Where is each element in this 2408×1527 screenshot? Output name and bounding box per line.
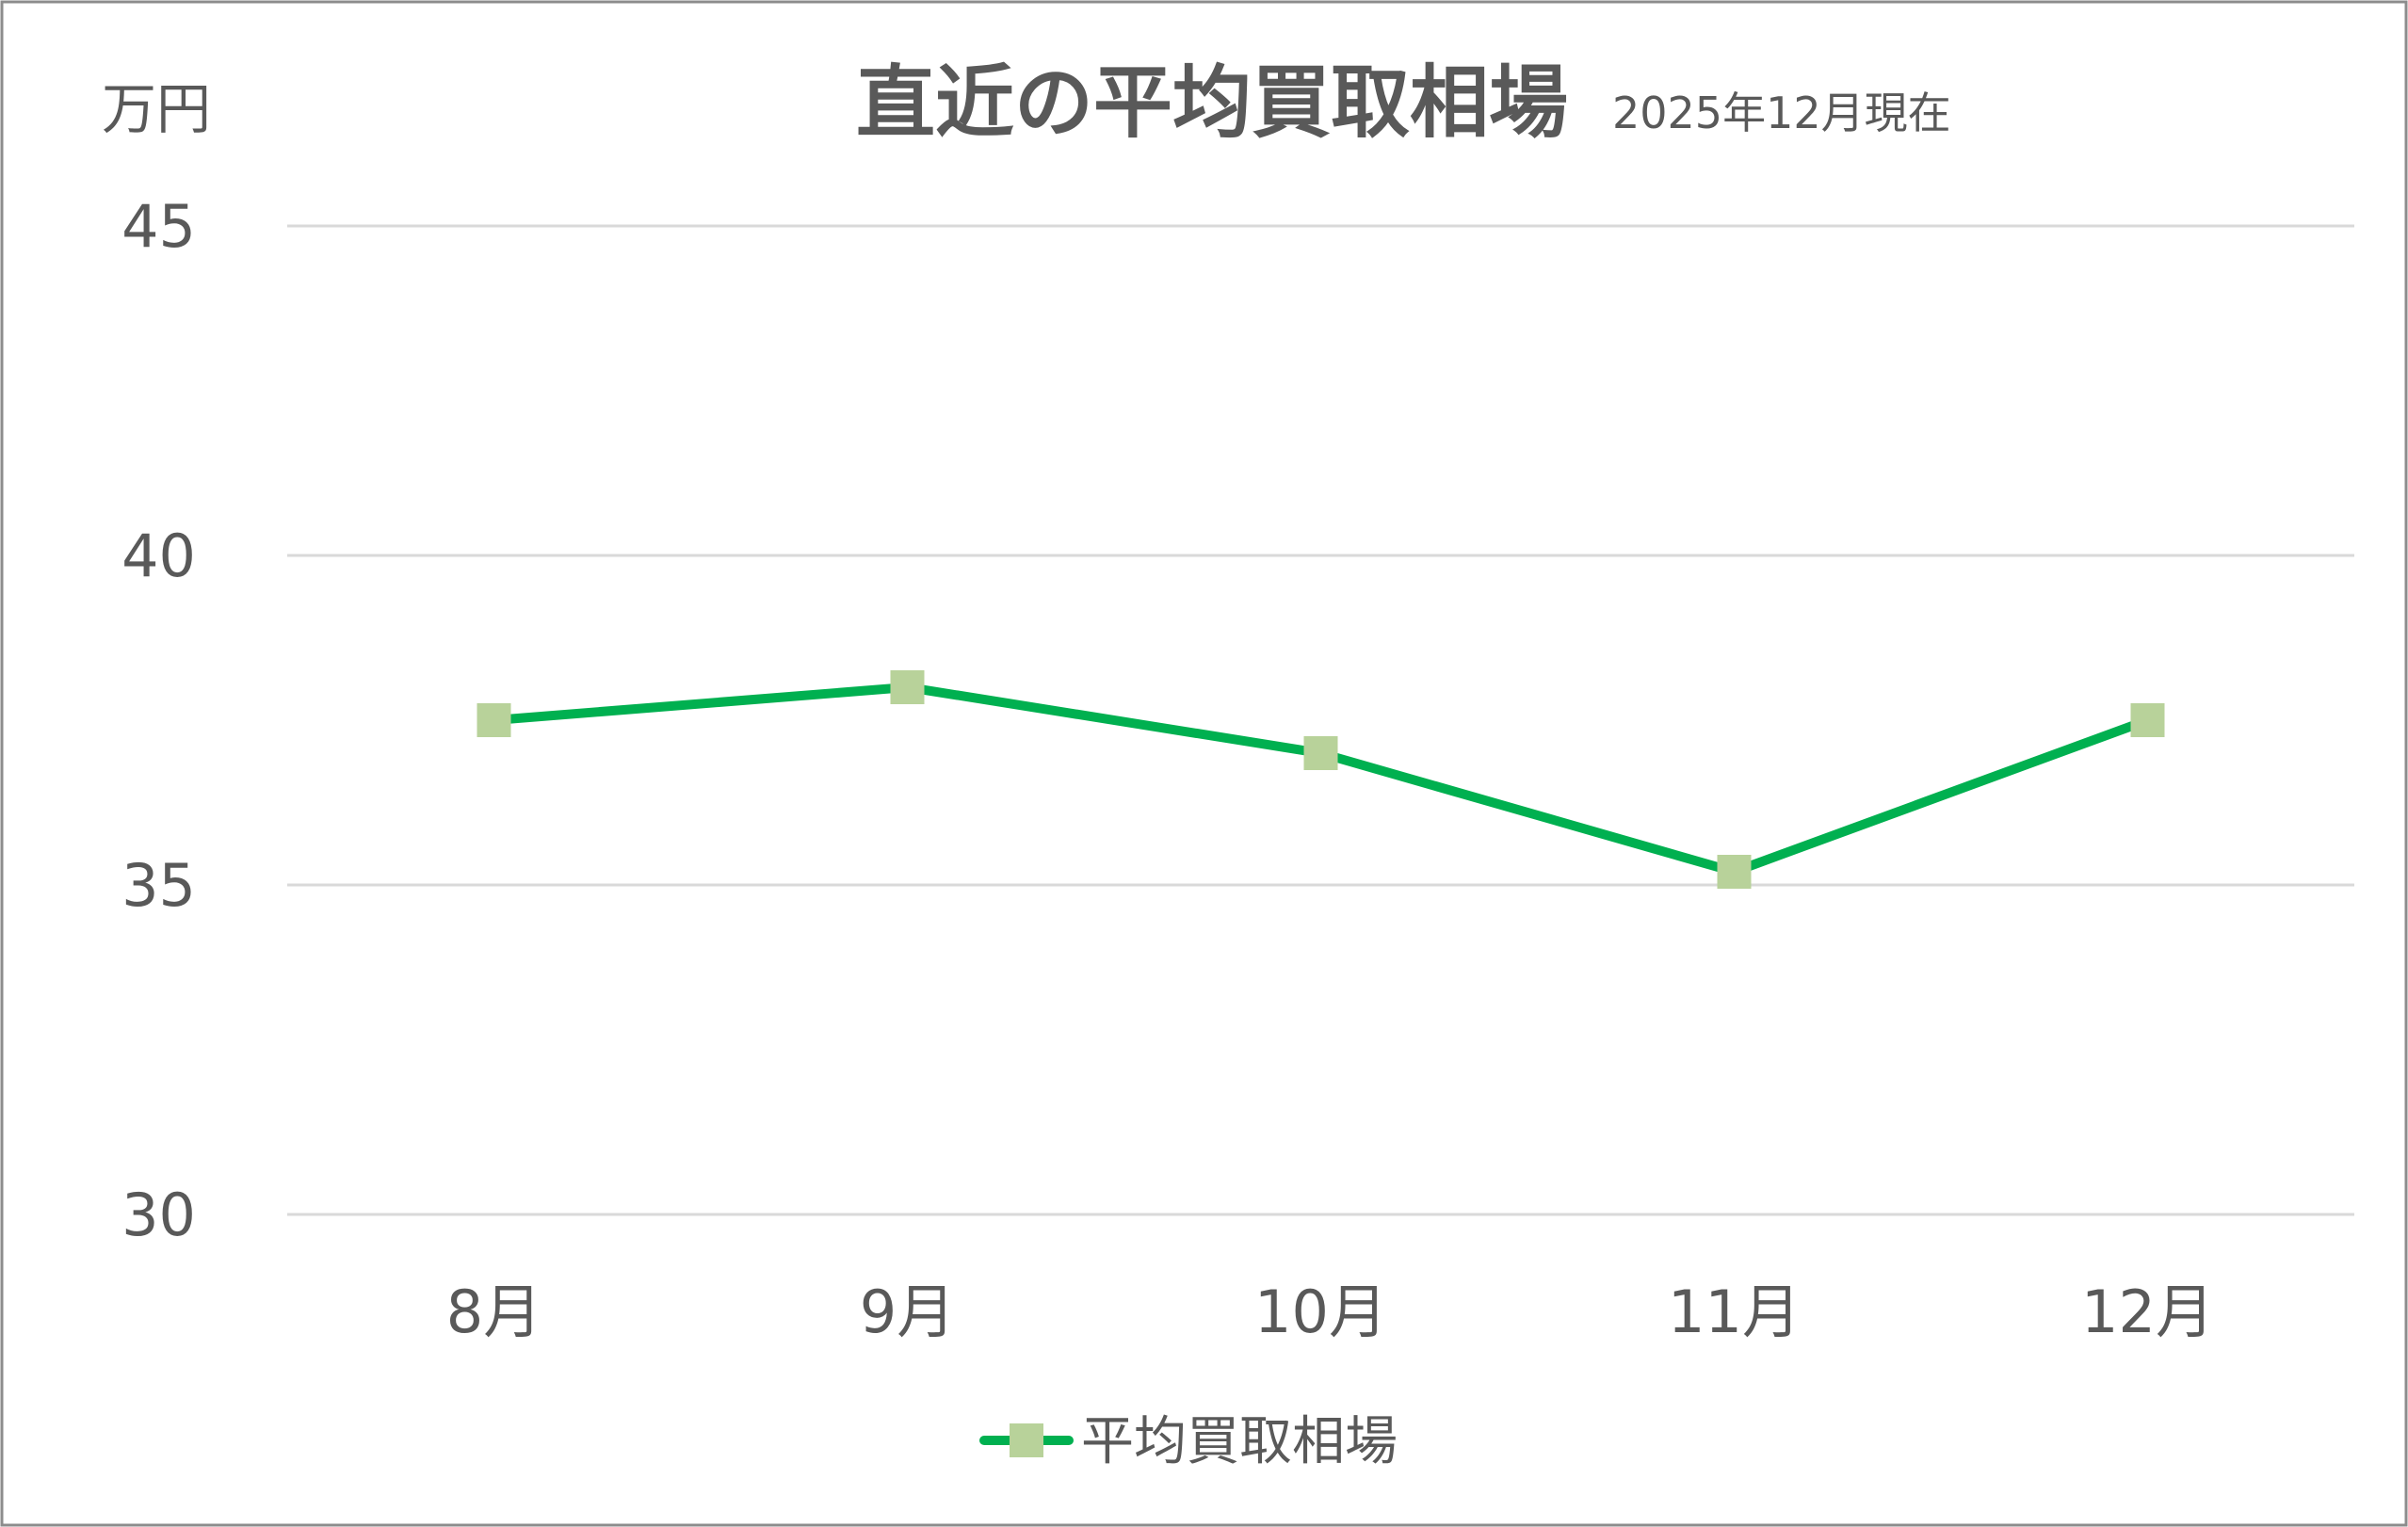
x-tick-label: 9月 [860,1278,955,1346]
legend-marker-swatch [1010,1423,1043,1457]
y-tick-label: 30 [121,1181,196,1249]
data-point-marker [890,670,925,704]
legend: 平均買取相場 [979,1411,1398,1472]
data-point-marker [477,703,511,737]
x-tick-label: 11月 [1668,1278,1801,1346]
chart-subtitle: 2025年12月現在 [1612,88,1951,138]
y-axis-unit-label: 万円 [102,77,211,141]
x-tick-label: 12月 [2081,1278,2214,1346]
legend-label: 平均買取相場 [1081,1411,1398,1472]
x-tick-label: 10月 [1254,1278,1387,1346]
data-point-marker [1717,855,1752,889]
y-tick-label: 35 [121,851,196,920]
gridlines [287,224,2354,1216]
data-point-marker [1303,736,1338,770]
data-point-marker [2130,703,2165,737]
y-axis-ticks: 30 35 40 45 [121,192,196,1249]
y-tick-label: 45 [121,192,196,261]
series-group [477,670,2165,889]
chart-title: 直近の平均買取相場 [856,56,1568,149]
x-axis-ticks: 8月 9月 10月 11月 12月 [446,1278,2214,1346]
y-tick-label: 40 [121,522,196,590]
x-tick-label: 8月 [446,1278,541,1346]
